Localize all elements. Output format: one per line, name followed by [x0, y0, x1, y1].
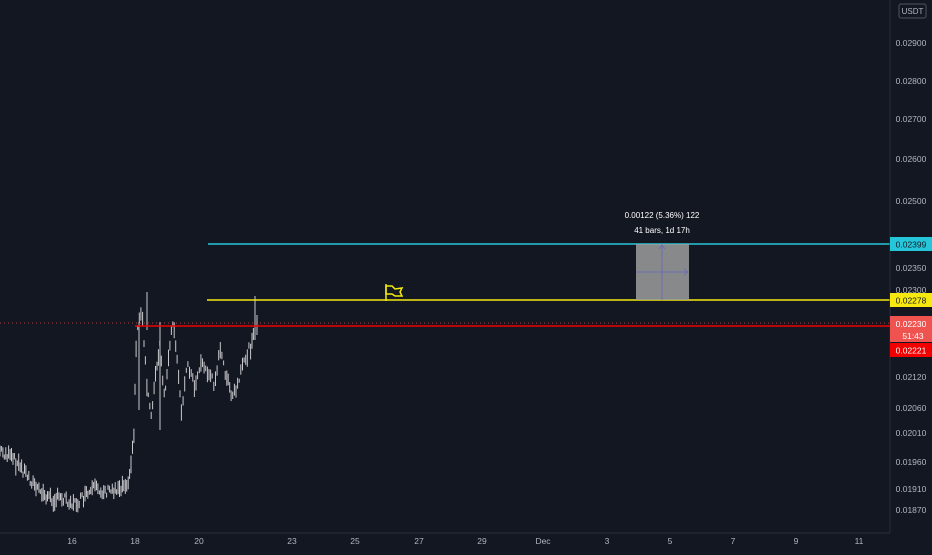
- price-tick-label: 0.02350: [896, 263, 927, 273]
- time-tick-label: 7: [731, 536, 736, 546]
- price-tick-label: 0.02600: [896, 154, 927, 164]
- red-price-label: 0.02221: [890, 343, 932, 357]
- last-price-label: 0.02230 51:43: [890, 316, 932, 342]
- price-tick-label: 0.01960: [896, 457, 927, 467]
- time-tick-label: 5: [668, 536, 673, 546]
- time-tick-label: 11: [855, 536, 864, 546]
- time-tick-label: 23: [287, 536, 297, 546]
- bar-countdown: 51:43: [902, 331, 924, 341]
- price-tick-label: 0.02120: [896, 372, 927, 382]
- svg-text:0.02399: 0.02399: [896, 240, 927, 250]
- time-tick-label: 27: [414, 536, 424, 546]
- currency-badge[interactable]: [898, 3, 927, 19]
- time-tick-label: 3: [605, 536, 610, 546]
- time-tick-label: 18: [130, 536, 140, 546]
- price-tick-label: 0.02300: [896, 285, 927, 295]
- price-tick-label: 0.02900: [896, 38, 927, 48]
- flag-icon[interactable]: [385, 284, 404, 301]
- measure-label-bars: 41 bars, 1d 17h: [634, 226, 690, 235]
- price-tick-label: 0.01910: [896, 484, 927, 494]
- price-tick-label: 0.02060: [896, 403, 927, 413]
- time-tick-label: 20: [194, 536, 204, 546]
- time-axis[interactable]: 16 18 20 23 25 27 29 Dec 3 5 7 9 11: [0, 532, 890, 546]
- cyan-price-label: 0.02399: [890, 237, 932, 251]
- price-tick-label: 0.02500: [896, 196, 927, 206]
- time-tick-label: 16: [67, 536, 77, 546]
- measure-tool[interactable]: 0.00122 (5.36%) 122 41 bars, 1d 17h: [625, 211, 700, 300]
- yellow-price-label: 0.02278: [890, 293, 932, 307]
- price-series: [0, 292, 258, 513]
- time-tick-label: Dec: [535, 536, 551, 546]
- price-tick-label: 0.01870: [896, 505, 927, 515]
- price-tick-label: 0.02700: [896, 114, 927, 124]
- currency-badge-label: USDT: [902, 7, 924, 16]
- time-tick-label: 25: [350, 536, 360, 546]
- price-tick-label: 0.02010: [896, 428, 927, 438]
- time-tick-label: 29: [477, 536, 487, 546]
- svg-text:0.02230: 0.02230: [896, 319, 927, 329]
- price-tick-label: 0.02800: [896, 76, 927, 86]
- svg-text:0.02278: 0.02278: [896, 296, 927, 306]
- price-axis[interactable]: USDT 0.02900 0.02800 0.02700 0.02600 0.02500…: [889, 0, 927, 533]
- svg-text:0.02221: 0.02221: [896, 346, 927, 356]
- measure-label-change: 0.00122 (5.36%) 122: [625, 211, 700, 220]
- time-tick-label: 9: [794, 536, 799, 546]
